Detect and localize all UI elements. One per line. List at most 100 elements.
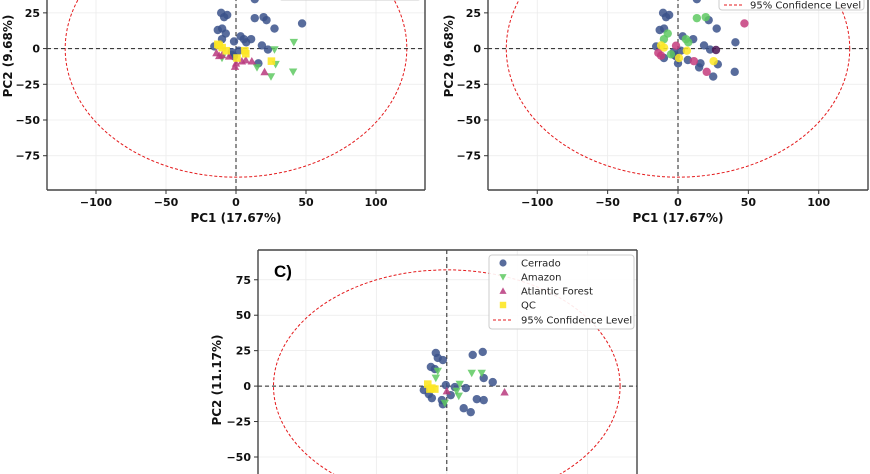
data-point <box>701 12 710 22</box>
y-tick-label: 25 <box>466 7 481 20</box>
data-point <box>438 355 448 365</box>
data-point <box>242 38 251 47</box>
data-point <box>252 64 262 72</box>
data-point <box>233 54 241 62</box>
chart-B: 25 0 −25 −50 −75 −100 −50 0 50 100 PC1 (17.67%) PC2… <box>442 0 869 225</box>
y-tick-label: −25 <box>226 416 251 429</box>
data-point <box>431 385 439 393</box>
y-tick-label: −50 <box>15 114 40 127</box>
data-point <box>478 347 487 357</box>
y-tick-label: 75 <box>236 274 251 287</box>
data-point <box>297 19 307 28</box>
data-point <box>674 53 684 63</box>
data-point <box>661 12 671 22</box>
data-point <box>656 51 666 60</box>
x-tick-label: 0 <box>674 196 682 209</box>
data-point <box>459 404 468 413</box>
series-cluster-3 <box>654 19 749 77</box>
data-point <box>452 387 461 396</box>
data-point <box>712 24 721 33</box>
data-point <box>219 12 229 22</box>
data-point <box>709 56 718 66</box>
data-point <box>659 43 669 52</box>
data-point <box>708 72 718 81</box>
data-point <box>214 40 222 49</box>
confidence-ellipse <box>505 0 851 178</box>
y-tick-label: −50 <box>226 451 251 464</box>
y-tick-label: −25 <box>15 78 40 91</box>
series-atlantic-forest <box>212 48 269 76</box>
panel-label: C) <box>274 262 292 281</box>
data-point <box>250 0 259 4</box>
series-cluster-4 <box>656 41 718 66</box>
data-point <box>440 399 450 408</box>
data-point <box>455 380 464 389</box>
legend-label: Amazon <box>521 273 561 284</box>
series-cluster-5 <box>711 45 721 55</box>
data-point <box>711 45 721 55</box>
data-point <box>500 387 509 396</box>
legend-label: 95% Confidence Level <box>521 316 632 327</box>
data-point <box>694 63 704 72</box>
data-point <box>682 46 692 55</box>
data-point <box>477 369 486 378</box>
legend: Cerrado Amazon Atlantic Forest QC 95% Confid… <box>488 254 635 330</box>
x-tick-label: −50 <box>595 196 620 209</box>
data-point <box>740 19 749 28</box>
y-tick-label: 25 <box>25 7 40 20</box>
data-point <box>433 367 442 376</box>
legend-box <box>718 0 865 11</box>
data-point <box>270 24 279 33</box>
data-point <box>702 67 711 77</box>
plot-area <box>488 0 868 190</box>
data-point <box>461 383 471 393</box>
data-point <box>262 15 271 25</box>
data-point <box>431 374 441 383</box>
series-amazon <box>431 367 486 408</box>
data-point <box>229 37 239 46</box>
series-atlantic-forest <box>442 386 509 396</box>
x-tick-label: 100 <box>365 196 388 209</box>
y-axis-label: PC2 (9.68%) <box>1 15 15 98</box>
data-point <box>222 46 230 55</box>
x-tick-label: −100 <box>80 196 113 209</box>
data-point <box>466 407 475 417</box>
chart-C: 75 50 25 0 −25 −50 PC2 (11.17%) C) Cerrado Amazon… <box>210 249 638 474</box>
data-point <box>289 38 299 47</box>
data-point <box>454 392 463 401</box>
data-point <box>234 46 243 55</box>
legend-label: QC <box>521 301 536 312</box>
series-cluster-2 <box>659 12 710 59</box>
x-tick-label: 50 <box>298 196 314 209</box>
plot-area <box>47 0 425 190</box>
data-point <box>488 377 497 387</box>
data-point <box>266 73 276 81</box>
data-point <box>224 52 234 60</box>
y-tick-label: 25 <box>236 345 251 358</box>
legend-box <box>488 254 635 330</box>
x-tick-label: 50 <box>741 196 757 209</box>
data-point <box>230 62 240 70</box>
data-point <box>263 45 273 54</box>
data-point <box>499 287 507 294</box>
data-point <box>730 67 739 77</box>
data-point <box>218 43 226 52</box>
y-tick-label: 0 <box>32 43 40 56</box>
data-point <box>270 46 279 54</box>
legend-label: Cerrado <box>521 259 561 270</box>
data-point <box>241 55 250 64</box>
y-tick-label: 0 <box>243 380 251 393</box>
data-point <box>499 274 507 281</box>
x-axis-label: PC1 (17.67%) <box>632 211 723 225</box>
data-point <box>215 51 224 60</box>
data-point <box>260 67 269 76</box>
series-qc <box>214 40 276 65</box>
data-point <box>468 350 477 360</box>
data-point <box>731 38 740 47</box>
data-point <box>689 56 699 66</box>
data-point <box>671 41 681 50</box>
legend-label: Atlantic Forest <box>521 287 593 298</box>
data-point <box>250 13 259 23</box>
series-qc <box>423 380 439 393</box>
